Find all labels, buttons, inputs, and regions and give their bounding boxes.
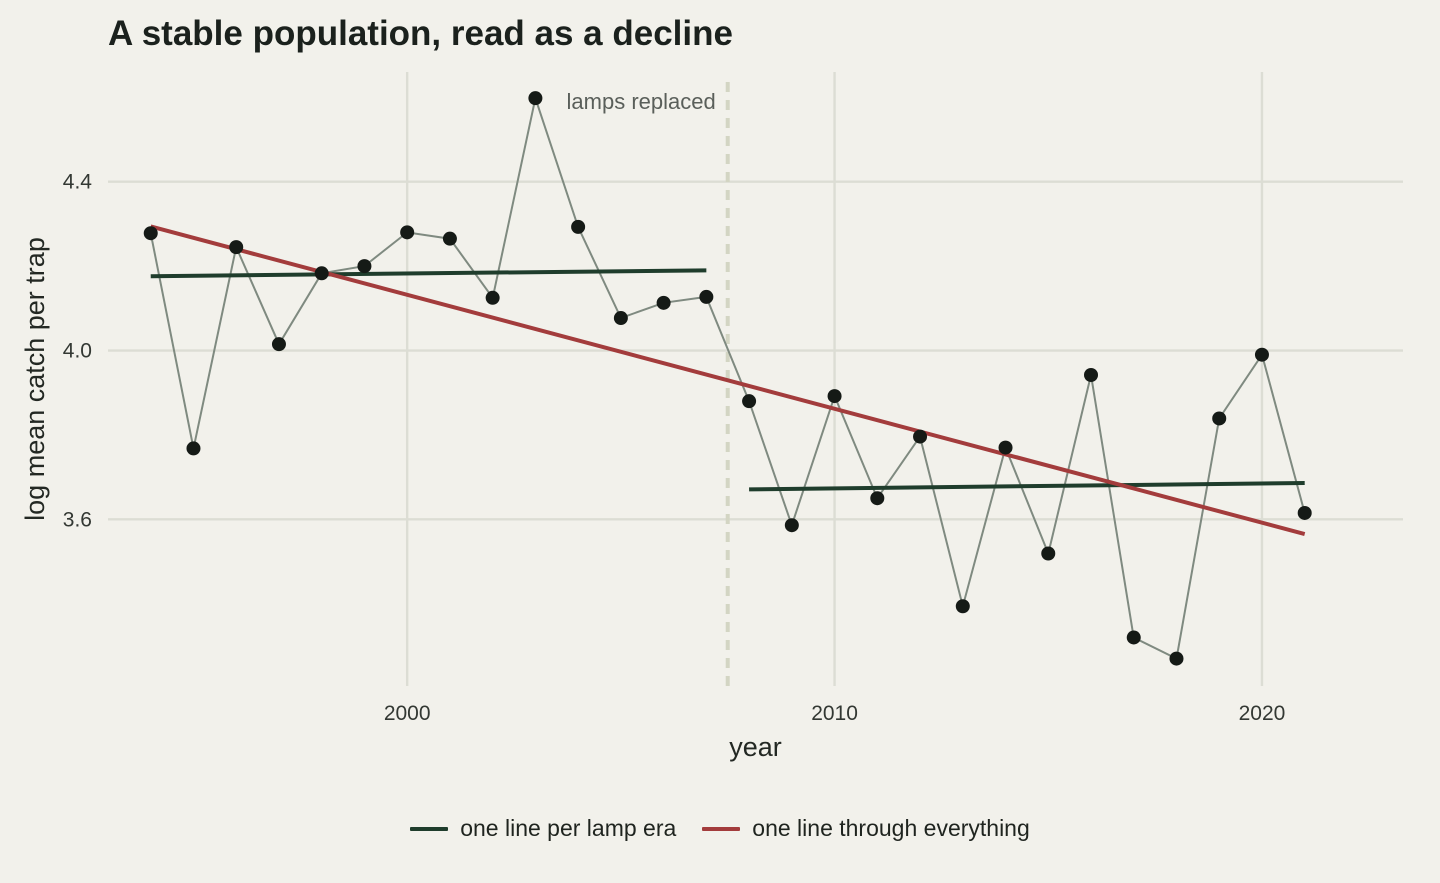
legend: one line per lamp era one line through e… (0, 815, 1440, 842)
era-fit-line (749, 481, 1305, 492)
legend-label-everything: one line through everything (752, 815, 1030, 841)
data-point (699, 289, 714, 304)
legend-key-everything (702, 826, 741, 831)
data-point (870, 491, 885, 506)
x-tick-label: 2000 (384, 702, 431, 725)
data-point (784, 518, 799, 533)
observed-line (149, 94, 1306, 661)
data-point (357, 259, 372, 274)
data-point (1084, 367, 1099, 382)
y-axis-title: log mean catch per trap (20, 237, 50, 521)
data-point (143, 226, 158, 241)
data-point (442, 231, 457, 246)
data-point (400, 225, 415, 240)
y-tick-label: 4.4 (63, 171, 93, 194)
legend-item-per-era: one line per lamp era (410, 815, 676, 842)
data-point (528, 91, 543, 106)
data-point (913, 429, 928, 444)
data-points (143, 91, 1312, 666)
x-axis-title: year (729, 732, 782, 762)
legend-item-everything: one line through everything (702, 815, 1030, 842)
x-tick-label: 2010 (811, 702, 858, 725)
data-point (1126, 630, 1141, 645)
overall-fit-line (150, 224, 1306, 537)
annotation-layer: lamps replaced (567, 82, 730, 686)
data-point (1254, 347, 1269, 362)
data-point (998, 440, 1013, 455)
data-point (827, 389, 842, 404)
y-tick-label: 3.6 (63, 508, 92, 531)
legend-label-per-era: one line per lamp era (460, 815, 677, 841)
y-tick-label: 4.0 (63, 340, 92, 363)
data-point (1297, 505, 1312, 520)
data-point (1212, 411, 1227, 426)
era-divider-label: lamps replaced (567, 89, 716, 114)
data-point (571, 219, 586, 234)
data-point (314, 266, 329, 281)
data-point (1041, 546, 1056, 561)
data-point (742, 394, 757, 409)
data-point (955, 599, 970, 614)
chart-title: A stable population, read as a decline (108, 14, 733, 53)
data-point (613, 311, 628, 326)
data-point (485, 290, 500, 305)
grid-lines (108, 72, 1403, 686)
observed-series (149, 94, 1306, 661)
data-point (271, 337, 286, 352)
x-tick-label: 2020 (1239, 702, 1286, 725)
tick-labels: 3.6 4.0 4.4 2000 2010 2020 (63, 171, 1286, 725)
data-point (656, 295, 671, 310)
fit-lines (150, 224, 1306, 537)
data-point (186, 441, 201, 456)
legend-key-per-era (410, 826, 449, 831)
era-fit-line (150, 268, 707, 279)
data-point (1169, 651, 1184, 666)
data-point (229, 240, 244, 255)
